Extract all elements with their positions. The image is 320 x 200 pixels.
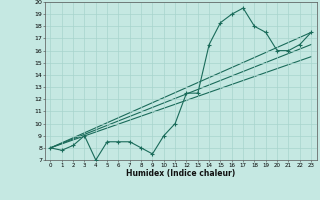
X-axis label: Humidex (Indice chaleur): Humidex (Indice chaleur) — [126, 169, 236, 178]
